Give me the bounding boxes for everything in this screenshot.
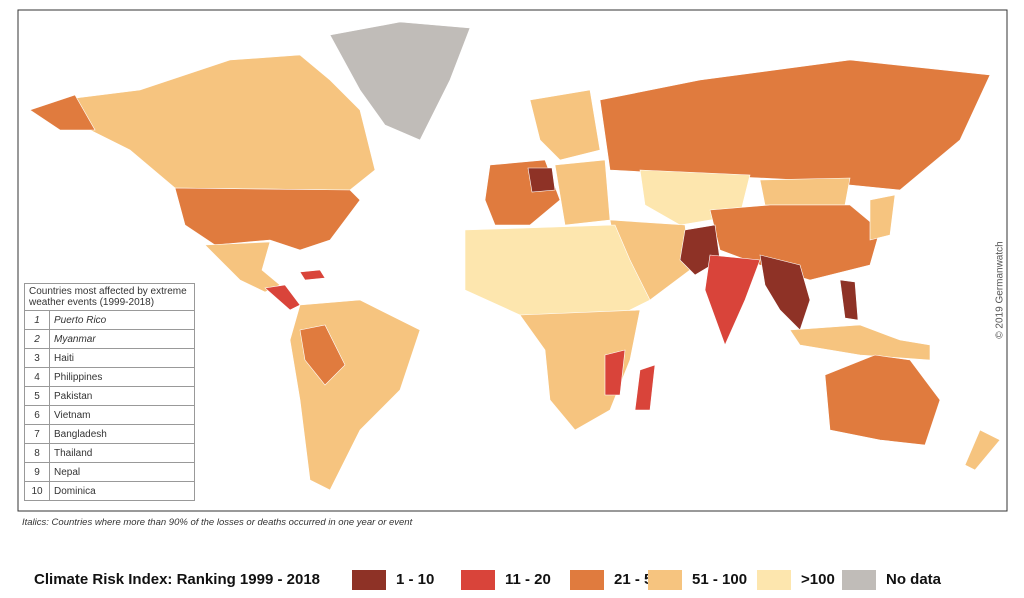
rank-cell: 3 (24, 348, 50, 368)
legend: 1 - 10 11 - 20 21 - 50 51 - 100 >100 No data (352, 570, 942, 590)
mongolia (759, 177, 851, 206)
eastern-europe (554, 159, 611, 226)
legend-swatch (648, 570, 682, 590)
table-title-row: Countries most affected by extreme weath… (24, 283, 195, 311)
rank-cell: 1 (24, 310, 50, 330)
japan (869, 194, 896, 241)
mexico (204, 241, 281, 293)
rank-cell: 8 (24, 443, 50, 463)
credit: © 2019 Germanwatch (995, 241, 1006, 338)
legend-label: No data (886, 571, 942, 588)
rank-cell: 9 (24, 462, 50, 482)
country-cell: Nepal (49, 462, 195, 482)
country-cell: Haiti (49, 348, 195, 368)
canada (59, 54, 376, 191)
legend-swatch (842, 570, 876, 590)
legend-title: Climate Risk Index: Ranking 1999 - 2018 (34, 571, 320, 588)
peru-bolivia (299, 324, 346, 386)
table-row: 2 Myanmar (24, 329, 195, 349)
rank-cell: 4 (24, 367, 50, 387)
russia (599, 59, 991, 191)
legend-label: 51 - 100 (692, 571, 747, 588)
table-row: 6 Vietnam (24, 405, 195, 425)
legend-label: 1 - 10 (396, 571, 434, 588)
legend-swatch (352, 570, 386, 590)
legend-label: >100 (801, 571, 835, 588)
table-row: 5 Pakistan (24, 386, 195, 406)
africa-south (519, 309, 641, 431)
land (29, 21, 1001, 491)
ranking-table: Countries most affected by extreme weath… (24, 283, 195, 501)
indonesia (789, 324, 931, 361)
country-cell: Bangladesh (49, 424, 195, 444)
country-cell: Thailand (49, 443, 195, 463)
country-cell: Philippines (49, 367, 195, 387)
legend-swatch (461, 570, 495, 590)
india (704, 254, 761, 346)
table-row: 7 Bangladesh (24, 424, 195, 444)
australia (824, 354, 941, 446)
usa (174, 187, 361, 251)
rank-cell: 2 (24, 329, 50, 349)
table-row: 3 Haiti (24, 348, 195, 368)
table-row: 10 Dominica (24, 481, 195, 501)
africa-north (464, 224, 651, 321)
table-row: 8 Thailand (24, 443, 195, 463)
mozambique (604, 349, 626, 396)
new-zealand (964, 429, 1001, 471)
greenland (329, 21, 471, 141)
scandinavia (529, 89, 601, 161)
philippines (839, 279, 859, 321)
rank-cell: 7 (24, 424, 50, 444)
rank-cell: 6 (24, 405, 50, 425)
table-row: 1 Puerto Rico (24, 310, 195, 330)
haiti (299, 269, 326, 281)
table-row: 4 Philippines (24, 367, 195, 387)
country-cell: Puerto Rico (49, 310, 195, 330)
country-cell: Dominica (49, 481, 195, 501)
alaska (29, 94, 96, 131)
rank-cell: 10 (24, 481, 50, 501)
legend-swatch (757, 570, 791, 590)
note: Italics: Countries where more than 90% o… (22, 517, 413, 528)
central-america (264, 284, 301, 311)
table-title: Countries most affected by extreme weath… (24, 283, 195, 311)
map-frame (17, 9, 1008, 512)
madagascar (634, 364, 656, 411)
country-cell: Vietnam (49, 405, 195, 425)
germany (527, 167, 556, 193)
legend-swatch (570, 570, 604, 590)
legend-label: 11 - 20 (505, 571, 551, 588)
country-cell: Myanmar (49, 329, 195, 349)
table-row: 9 Nepal (24, 462, 195, 482)
country-cell: Pakistan (49, 386, 195, 406)
rank-cell: 5 (24, 386, 50, 406)
